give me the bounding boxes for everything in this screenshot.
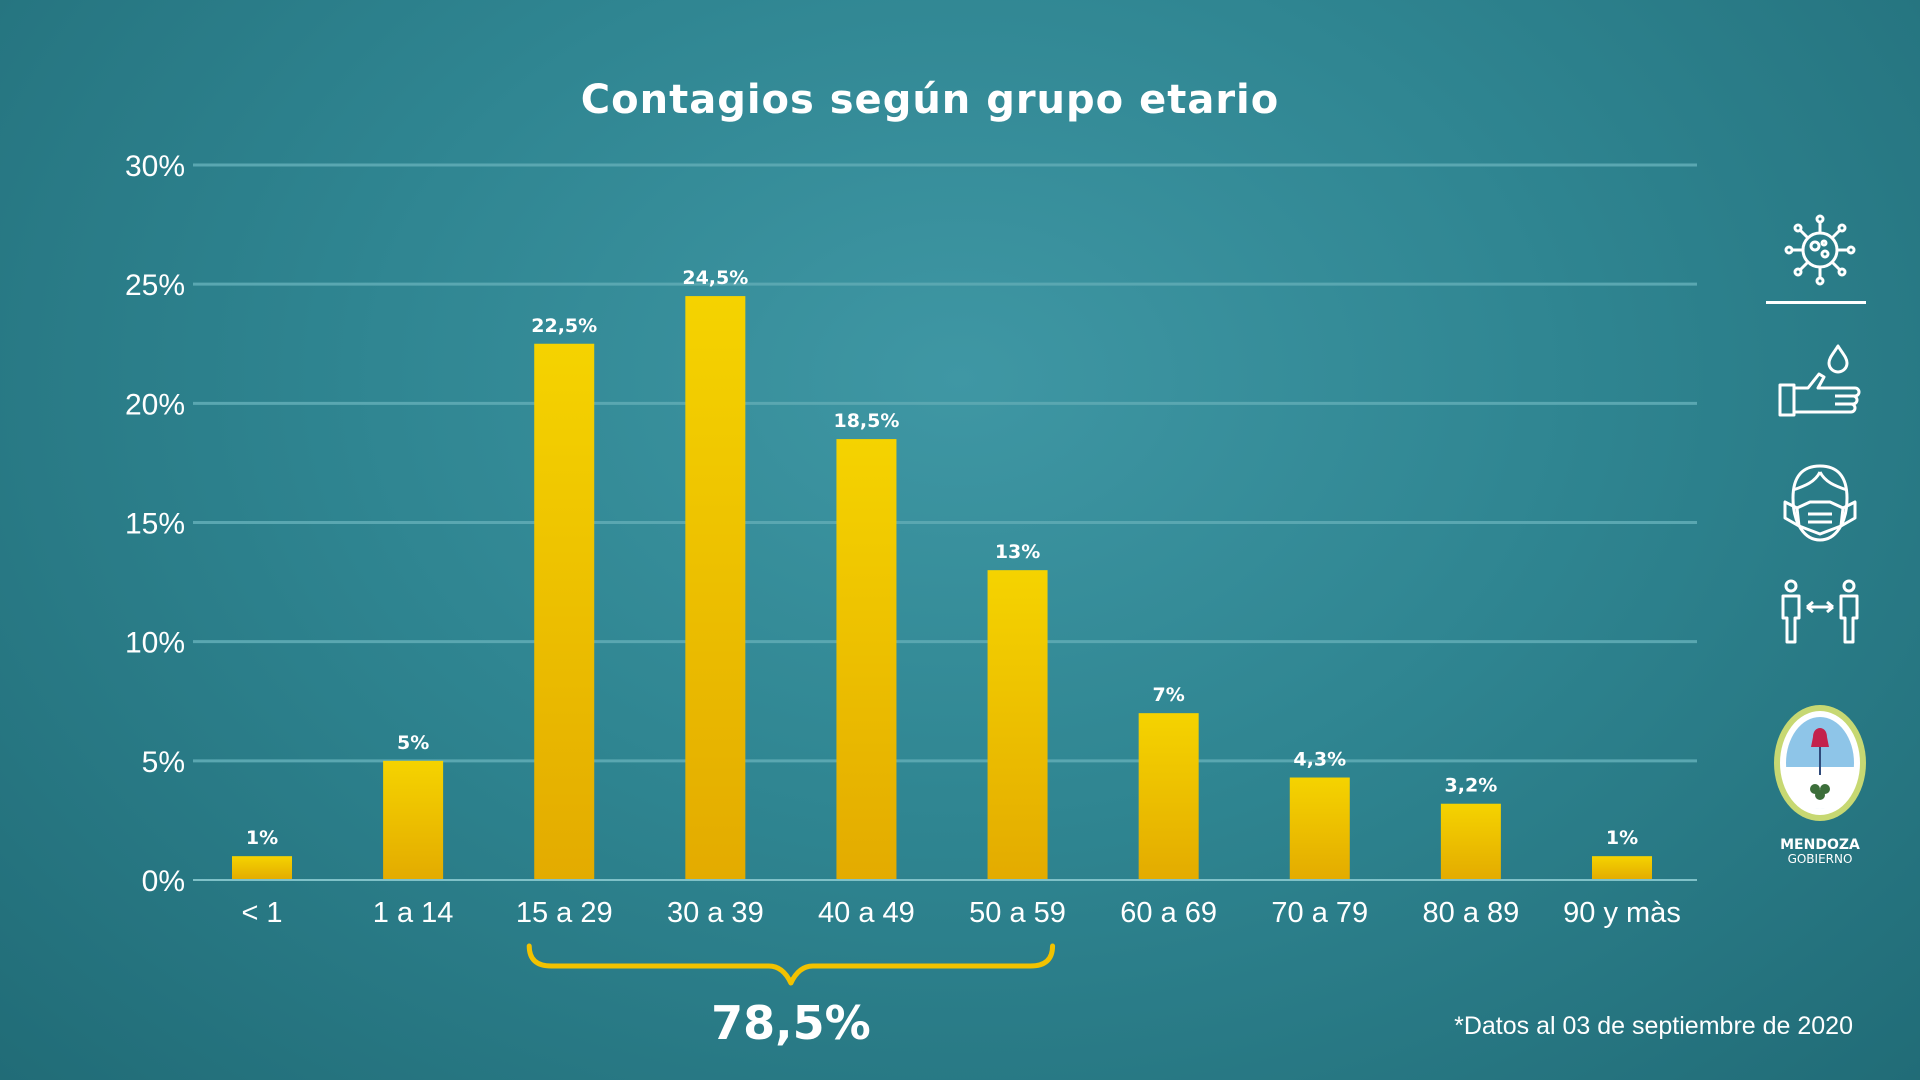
data-label: 1% [1606, 827, 1638, 849]
bar [1440, 803, 1501, 880]
face-mask-icon [1783, 464, 1857, 542]
y-tick-label: 15% [125, 508, 185, 541]
y-tick-label: 5% [142, 746, 185, 779]
x-tick-label: 1 a 14 [373, 897, 454, 929]
bar [1138, 713, 1199, 880]
bar [1289, 777, 1350, 880]
data-label: 18,5% [833, 410, 899, 432]
x-tick-label: 80 a 89 [1423, 897, 1520, 929]
icon-divider [1766, 301, 1866, 304]
y-tick-label: 30% [125, 150, 185, 183]
bars: 1% 5% 22,5% 24,5% 18,5% 13% 7% 4,3% 3,2% 1% [232, 267, 1652, 880]
x-tick-label: 90 y màs [1563, 897, 1681, 929]
y-axis-ticks: 0% 5% 10% 15% 20% 25% 30% [125, 150, 185, 898]
y-tick-label: 0% [142, 865, 185, 898]
y-tick-label: 10% [125, 627, 185, 660]
x-tick-label: 30 a 39 [667, 897, 764, 929]
bar [1592, 856, 1652, 880]
mendoza-logo [1774, 705, 1866, 821]
data-label: 4,3% [1293, 749, 1346, 771]
data-label: 7% [1153, 684, 1185, 706]
y-tick-label: 25% [125, 269, 185, 302]
data-label: 5% [397, 732, 429, 754]
logo-line1: MENDOZA [1780, 837, 1860, 853]
bar [685, 296, 746, 880]
x-tick-label: 50 a 59 [969, 897, 1066, 929]
x-tick-label: < 1 [241, 897, 282, 929]
chart-title: Contagios según grupo etario [581, 77, 1279, 123]
x-tick-label: 60 a 69 [1120, 897, 1217, 929]
bar [836, 439, 897, 880]
hand-wash-icon [1778, 344, 1861, 417]
logo-wordmark: MENDOZA GOBIERNO [1760, 838, 1880, 865]
x-tick-label: 70 a 79 [1271, 897, 1368, 929]
bar [987, 570, 1048, 880]
bar [383, 760, 444, 880]
data-label: 13% [995, 541, 1040, 563]
logo-line2: GOBIERNO [1787, 851, 1853, 866]
range-brace [526, 943, 1056, 986]
data-label: 1% [246, 827, 278, 849]
grid-lines [193, 163, 1697, 763]
footnote: *Datos al 03 de septiembre de 2020 [1454, 1012, 1853, 1040]
x-tick-label: 40 a 49 [818, 897, 915, 929]
bar [232, 856, 292, 880]
data-label: 24,5% [682, 267, 748, 289]
range-total-label: 78,5% [711, 996, 871, 1050]
y-tick-label: 20% [125, 388, 185, 421]
social-distance-icon [1781, 579, 1859, 644]
data-label: 22,5% [531, 315, 597, 337]
virus-icon [1784, 214, 1856, 286]
x-tick-label: 15 a 29 [516, 897, 613, 929]
x-axis-ticks: < 1 1 a 14 15 a 29 30 a 39 40 a 49 50 a 59 60 … [241, 897, 1680, 929]
data-label: 3,2% [1445, 775, 1498, 797]
bar [534, 343, 595, 880]
